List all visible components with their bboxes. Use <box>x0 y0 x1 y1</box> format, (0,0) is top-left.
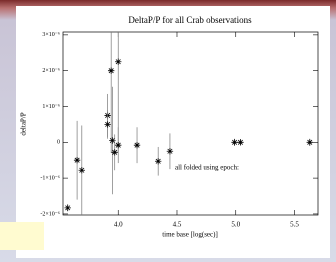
marker <box>115 142 121 148</box>
x-axis-label: time base [log(sec)] <box>162 231 218 239</box>
marker <box>155 158 161 164</box>
marker <box>237 139 243 145</box>
marker <box>115 59 121 65</box>
marker <box>167 148 173 154</box>
annotation: all folded using epoch: <box>175 164 239 172</box>
y-tick-label: -2×10⁻⁶ <box>40 211 60 217</box>
marker <box>134 142 140 148</box>
marker <box>79 167 85 173</box>
x-tick-label: 4.0 <box>114 221 123 229</box>
y-tick-label: 0 <box>57 140 60 146</box>
y-axis-label: deltaP/P <box>20 112 28 135</box>
marker <box>231 139 237 145</box>
chart-title: DeltaP/P for all Crab observations <box>128 15 252 25</box>
x-tick-label: 5.0 <box>231 221 240 229</box>
page: {"chart_data":{"type":"errorscatter","ti… <box>0 0 336 262</box>
y-tick-label: 1×10⁻⁶ <box>42 104 60 110</box>
x-tick-label: 4.5 <box>173 221 182 229</box>
y-tick-label: 2×10⁻⁶ <box>42 68 60 74</box>
marker <box>307 139 313 145</box>
marker <box>108 67 114 73</box>
marker <box>65 205 71 211</box>
marker <box>112 149 118 155</box>
y-tick-label: -1×10⁻⁶ <box>40 175 60 181</box>
marker <box>74 157 80 163</box>
chart: DeltaP/P for all Crab observations time … <box>0 0 336 262</box>
marker <box>104 121 110 127</box>
y-tick-label: 3×10⁻⁶ <box>42 32 60 38</box>
plot-frame <box>63 32 318 215</box>
x-tick-label: 5.5 <box>290 221 299 229</box>
